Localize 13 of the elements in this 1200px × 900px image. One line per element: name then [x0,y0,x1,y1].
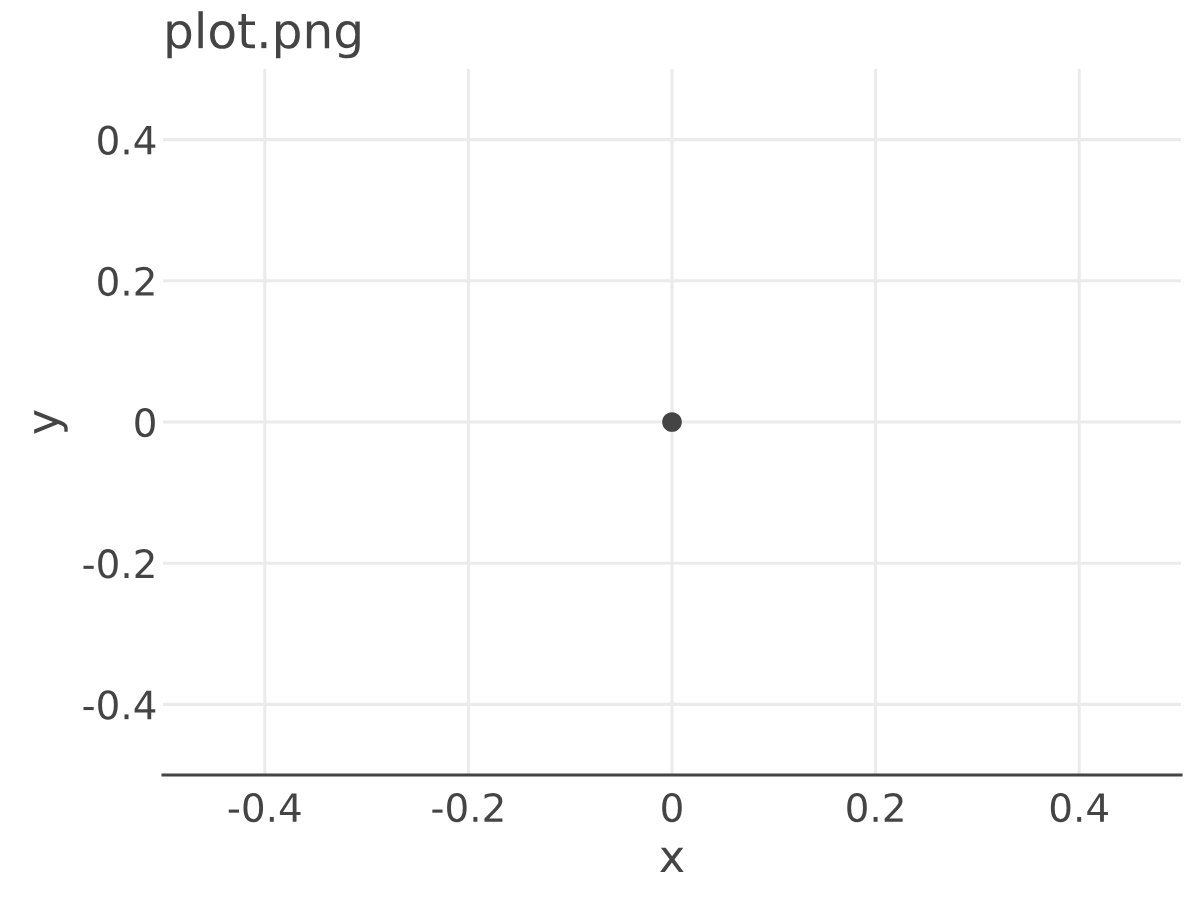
y-tick-label: 0 [135,407,155,438]
y-tick-label: 0.2 [98,266,154,297]
x-tick-label: -0.4 [228,792,301,823]
x-tick-label: 0 [662,792,682,823]
y-tick-label: 0.4 [98,125,156,155]
chart-title: plot.png [167,11,360,59]
x-tick-label: -0.2 [432,792,503,823]
x-axis-title: x [660,847,684,872]
y-axis-title: y [34,410,68,434]
y-tick-label: -0.4 [83,690,156,720]
y-tick-label: -0.2 [83,549,154,579]
x-tick-label: 0.2 [847,792,903,823]
x-tick-label: 0.4 [1050,792,1108,823]
